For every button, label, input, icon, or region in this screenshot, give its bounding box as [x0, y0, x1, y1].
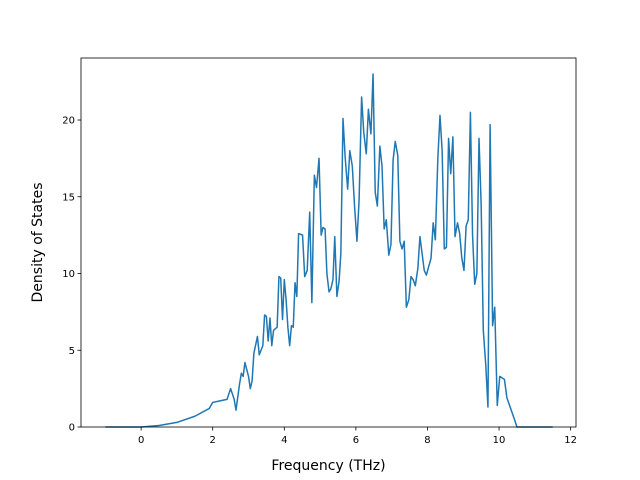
x-tick-label: 12: [564, 435, 577, 446]
x-tick-label: 6: [353, 435, 359, 446]
x-tick-label: 10: [493, 435, 506, 446]
y-tick-label: 0: [69, 423, 75, 434]
y-tick-label: 5: [69, 346, 75, 357]
x-tick-label: 2: [210, 435, 216, 446]
x-tick-label: 4: [281, 435, 287, 446]
y-tick-label: 10: [62, 269, 75, 280]
y-tick-label: 20: [62, 116, 75, 127]
data-line: [105, 73, 553, 428]
plot-frame: [80, 57, 577, 428]
x-tick-label: 8: [424, 435, 430, 446]
x-tick-label: 0: [138, 435, 144, 446]
y-tick-label: 15: [62, 192, 75, 203]
x-axis-label: Frequency (THz): [271, 458, 385, 474]
y-axis-label: Density of States: [30, 183, 46, 303]
